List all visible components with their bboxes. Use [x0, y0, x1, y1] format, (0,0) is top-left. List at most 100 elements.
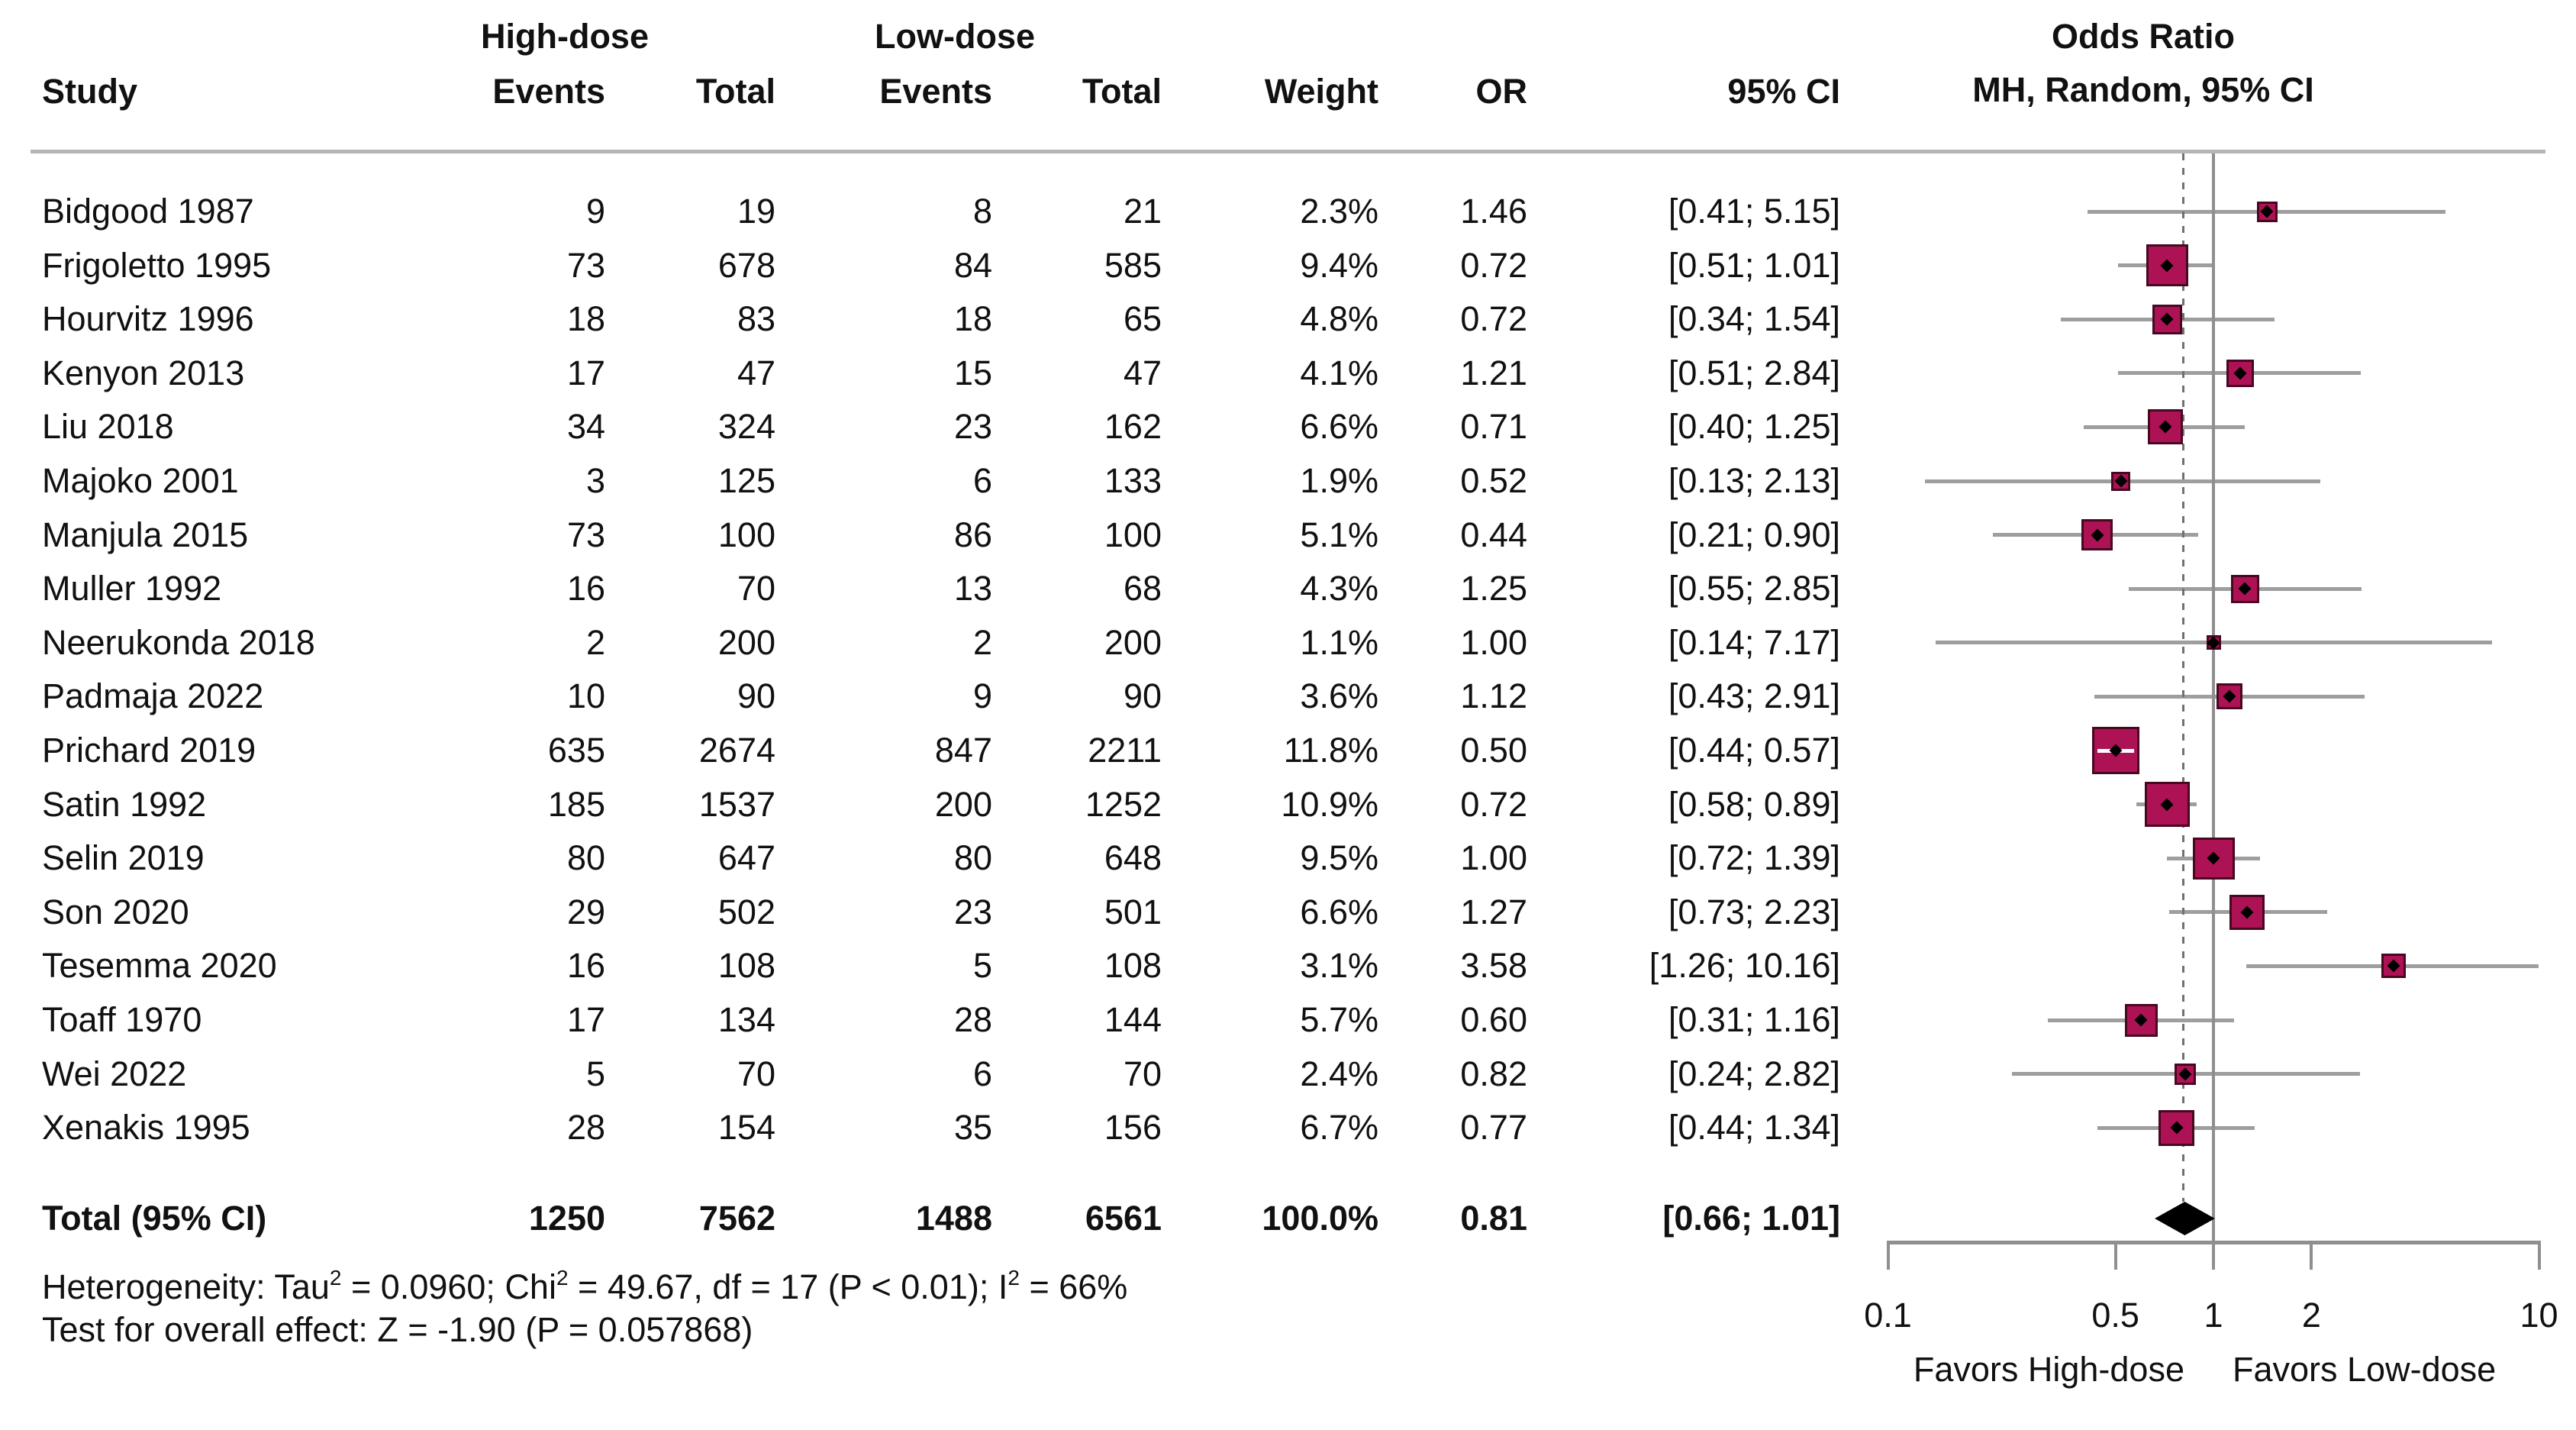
weight: 4.8%	[1300, 299, 1378, 339]
low-dose-total: 501	[1104, 892, 1162, 931]
total-low-total: 6561	[1085, 1199, 1162, 1238]
high-dose-events: 635	[547, 731, 605, 770]
reference-line-or1	[2212, 153, 2215, 1242]
total-low-events: 1488	[915, 1199, 992, 1238]
x-axis-tick-label: 1	[2204, 1296, 2223, 1335]
study-name: Muller 1992	[42, 569, 222, 608]
column-header-low-total: Total	[1082, 72, 1162, 111]
high-dose-events: 73	[566, 515, 605, 554]
low-dose-events: 86	[953, 515, 992, 554]
weight: 6.6%	[1300, 407, 1378, 447]
low-dose-total: 108	[1104, 946, 1162, 986]
ci-range: [0.44; 0.57]	[1668, 731, 1840, 770]
low-dose-total: 100	[1104, 515, 1162, 554]
high-dose-total: 100	[717, 515, 775, 554]
low-dose-total: 156	[1104, 1108, 1162, 1148]
table-row: Kenyon 2013 17 47 15 47 4.1% 1.21 [0.51; 2.84]	[0, 347, 2576, 400]
superscript-2: 2	[1008, 1266, 1020, 1290]
or-value: 0.50	[1460, 731, 1527, 770]
x-axis-tick	[2310, 1241, 2313, 1270]
low-dose-total: 133	[1104, 461, 1162, 500]
high-dose-events: 10	[566, 676, 605, 716]
table-row: Wei 2022 5 70 6 70 2.4% 0.82 [0.24; 2.82]	[0, 1047, 2576, 1101]
total-row: Total (95% CI) 1250 7562 1488 6561 100.0…	[0, 1192, 2576, 1245]
ci-range: [0.72; 1.39]	[1668, 838, 1840, 878]
ci-range: [0.40; 1.25]	[1668, 407, 1840, 447]
table-row: Padmaja 2022 10 90 9 90 3.6% 1.12 [0.43; 2.91]	[0, 670, 2576, 723]
low-dose-total: 2211	[1088, 731, 1162, 770]
weight: 6.7%	[1300, 1108, 1378, 1148]
study-name: Wei 2022	[42, 1054, 187, 1093]
column-header-row: Study Events Total Events Total Weight O…	[0, 67, 2576, 116]
table-row: Satin 1992 185 1537 200 1252 10.9% 0.72 [0.58; …	[0, 778, 2576, 831]
low-dose-events: 18	[953, 299, 992, 339]
table-row: Xenakis 1995 28 154 35 156 6.7% 0.77 [0.44; 1.3…	[0, 1101, 2576, 1154]
or-value: 1.27	[1460, 892, 1527, 931]
study-name: Bidgood 1987	[42, 192, 254, 231]
x-axis-tick	[1886, 1241, 1890, 1270]
ci-range: [0.13; 2.13]	[1668, 461, 1840, 500]
low-dose-events: 23	[953, 892, 992, 931]
high-dose-total: 134	[717, 1000, 775, 1039]
table-row: Hourvitz 1996 18 83 18 65 4.8% 0.72 [0.34; 1.54…	[0, 292, 2576, 346]
high-dose-events: 3	[585, 461, 605, 500]
low-dose-total: 162	[1104, 407, 1162, 447]
column-header-or: OR	[1475, 72, 1528, 111]
ci-range: [1.26; 10.16]	[1649, 946, 1840, 986]
or-value: 1.12	[1460, 676, 1527, 716]
study-name: Satin 1992	[42, 784, 207, 824]
high-dose-events: 2	[585, 622, 605, 662]
weight: 5.7%	[1300, 1000, 1378, 1039]
table-row: Selin 2019 80 647 80 648 9.5% 1.00 [0.72; 1.39]	[0, 831, 2576, 885]
study-name: Kenyon 2013	[42, 353, 245, 392]
high-dose-total: 2674	[698, 731, 775, 770]
low-dose-events: 200	[934, 784, 992, 824]
x-axis-tick-label: 0.1	[1864, 1296, 1912, 1335]
study-name: Toaff 1970	[42, 1000, 202, 1039]
ci-range: [0.24; 2.82]	[1668, 1054, 1840, 1093]
high-dose-events: 80	[566, 838, 605, 878]
or-value: 1.46	[1460, 192, 1527, 231]
plot-title-line2: MH, Random, 95% CI	[1972, 70, 2314, 109]
heterogeneity-segment: = 66%	[1019, 1267, 1128, 1306]
x-axis-tick	[2113, 1241, 2117, 1270]
weight: 2.4%	[1300, 1054, 1378, 1093]
low-dose-events: 23	[953, 407, 992, 447]
table-row: Manjula 2015 73 100 86 100 5.1% 0.44 [0.21; 0.9…	[0, 508, 2576, 562]
heterogeneity-segment: = 49.67, df = 17 (P < 0.01); I	[568, 1267, 1008, 1306]
column-group-low-dose: Low-dose	[875, 17, 1035, 56]
heterogeneity-text: Heterogeneity: Tau2 = 0.0960; Chi2 = 49.…	[42, 1256, 1127, 1306]
overall-effect-text: Test for overall effect: Z = -1.90 (P = …	[42, 1310, 753, 1349]
weight: 3.1%	[1300, 946, 1378, 986]
high-dose-events: 34	[566, 407, 605, 447]
total-ci: [0.66; 1.01]	[1662, 1199, 1840, 1238]
weight: 1.9%	[1300, 461, 1378, 500]
weight: 1.1%	[1300, 622, 1378, 662]
column-header-low-events: Events	[879, 72, 992, 111]
weight: 11.8%	[1283, 731, 1378, 770]
table-row: Son 2020 29 502 23 501 6.6% 1.27 [0.73; 2.23]	[0, 886, 2576, 939]
high-dose-events: 5	[585, 1054, 605, 1093]
or-value: 0.72	[1460, 784, 1527, 824]
ci-range: [0.55; 2.85]	[1668, 569, 1840, 608]
total-or: 0.81	[1460, 1199, 1527, 1238]
or-value: 1.00	[1460, 838, 1527, 878]
x-axis-tick	[2537, 1241, 2541, 1270]
high-dose-total: 647	[717, 838, 775, 878]
weight: 5.1%	[1300, 515, 1378, 554]
high-dose-events: 17	[566, 353, 605, 392]
or-value: 1.00	[1460, 622, 1527, 662]
ci-range: [0.44; 1.34]	[1668, 1108, 1840, 1148]
table-row: Bidgood 1987 9 19 8 21 2.3% 1.46 [0.41; 5.15]	[0, 185, 2576, 238]
column-header-study: Study	[42, 72, 138, 111]
weight-square	[2256, 201, 2278, 222]
table-row: Tesemma 2020 16 108 5 108 3.1% 3.58 [1.26; 10.1…	[0, 939, 2576, 993]
low-dose-total: 144	[1104, 1000, 1162, 1039]
high-dose-total: 70	[737, 1054, 775, 1093]
table-row: Muller 1992 16 70 13 68 4.3% 1.25 [0.55; 2.85]	[0, 562, 2576, 615]
low-dose-total: 21	[1123, 192, 1162, 231]
low-dose-events: 6	[972, 1054, 992, 1093]
favors-right-label: Favors Low-dose	[2233, 1350, 2497, 1389]
study-name: Liu 2018	[42, 407, 174, 447]
